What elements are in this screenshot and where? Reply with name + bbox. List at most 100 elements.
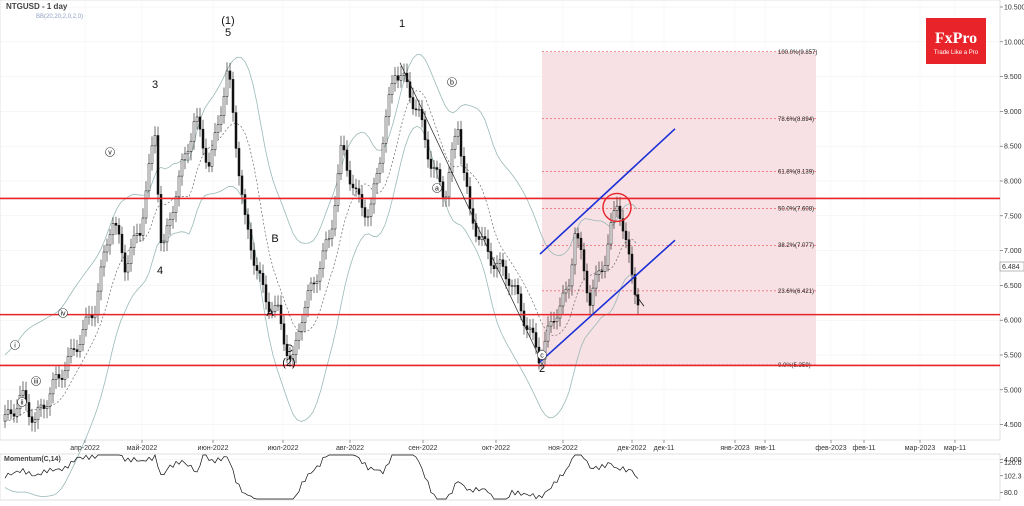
candle-body (264, 284, 268, 303)
x-axis: апр-2022 май-2022 июн-2022 июл-2022 авг-2022… (70, 440, 966, 452)
candle-body (555, 317, 559, 322)
wave-marker: iii (31, 376, 41, 386)
candle-body (414, 108, 418, 111)
candle-body (438, 169, 442, 182)
candle-body (531, 327, 535, 333)
candle-body (180, 159, 184, 177)
candle-body (492, 265, 496, 269)
y-tick-label: 5.500 (1004, 353, 1022, 360)
candle-body (258, 270, 262, 274)
candle-body (240, 175, 244, 195)
candle-body (567, 285, 571, 290)
candle-body (588, 292, 592, 306)
momentum-plot-area (0, 453, 1001, 501)
candle-body (207, 162, 211, 167)
candle-body (585, 270, 589, 294)
candle-body (51, 379, 55, 395)
candle-body (378, 162, 382, 174)
candle-body (6, 409, 10, 415)
candle-body (141, 217, 145, 236)
candle-body (273, 305, 277, 312)
wave-marker: a (432, 183, 442, 193)
candle-body (330, 228, 334, 239)
candle-body (477, 236, 481, 240)
candle-body (270, 311, 274, 313)
wave-label: 3 (152, 79, 158, 91)
wave-marker-label: b (450, 79, 454, 86)
candle-body (591, 287, 595, 306)
x-tick-label: авг-2022 (336, 445, 364, 452)
fib-level-label: 38.2%(7.077) (778, 243, 814, 249)
candle-body (210, 149, 214, 167)
candle-body (171, 212, 175, 220)
wave-label: C (285, 343, 293, 355)
horizontal-levels (0, 197, 1000, 367)
candle-body (324, 239, 328, 252)
candle-body (627, 239, 631, 255)
candle-body (177, 175, 181, 198)
main-plot-area (0, 0, 1001, 441)
x-tick-label: фев-11 (853, 445, 876, 452)
logo-text: FxPro (935, 30, 977, 47)
x-tick-label: мар-11 (944, 445, 966, 452)
candle-body (243, 194, 247, 215)
symbol-title: NTGUSD - 1 day (6, 2, 68, 11)
candle-body (237, 148, 241, 177)
candle-body (27, 402, 31, 417)
candle-body (54, 374, 58, 380)
wave-marker-label: c (540, 352, 544, 359)
x-tick-label: дек-11 (654, 445, 675, 452)
wave-marker: i (10, 340, 20, 350)
candle-body (231, 79, 235, 113)
wave-marker: b (447, 77, 457, 87)
candle-body (318, 268, 322, 282)
candle-body (582, 249, 586, 272)
candle-body (108, 234, 112, 246)
candle-body (465, 172, 469, 187)
candle-body (315, 280, 319, 284)
candle-body (399, 75, 403, 81)
logo-tagline: Trade Like a Pro (934, 50, 979, 56)
wave-label: B (271, 233, 278, 245)
candle-body (36, 406, 40, 420)
candle-body (78, 344, 82, 352)
candle-body (60, 377, 64, 380)
candle-body (81, 329, 85, 345)
candle-body (228, 70, 232, 80)
candle-body (255, 265, 259, 271)
candle-body (294, 339, 298, 355)
wave-marker: c (537, 350, 547, 360)
candle-body (165, 225, 169, 243)
candle-body (174, 196, 178, 213)
candle-body (162, 241, 166, 244)
candles (3, 62, 640, 432)
candle-body (510, 285, 514, 287)
candle-body (249, 229, 253, 251)
fib-level-label: 78.6%(8.894) (778, 117, 814, 123)
candle-body (144, 190, 148, 219)
current-price-badge: 6.484 (999, 261, 1024, 272)
candle-body (123, 252, 127, 273)
candle-body (408, 81, 412, 98)
y-tick-label: 4.000 (1004, 457, 1022, 464)
candle-body (111, 223, 115, 236)
y-tick-label: 4.500 (1004, 422, 1022, 429)
candle-body (147, 163, 151, 192)
candle-body (498, 259, 502, 264)
candle-body (615, 205, 619, 211)
candle-body (225, 70, 229, 97)
wave-label: 2 (539, 363, 545, 375)
candle-body (606, 243, 610, 266)
candle-body (528, 327, 532, 330)
candle-body (312, 282, 316, 285)
candle-body (21, 390, 25, 396)
candle-body (390, 82, 394, 95)
candle-body (534, 332, 538, 348)
candle-body (333, 205, 337, 230)
candle-body (564, 288, 568, 294)
wave-marker-label: iv (60, 310, 66, 317)
candle-body (288, 355, 292, 360)
candle-body (195, 116, 199, 122)
candle-body (369, 203, 373, 217)
